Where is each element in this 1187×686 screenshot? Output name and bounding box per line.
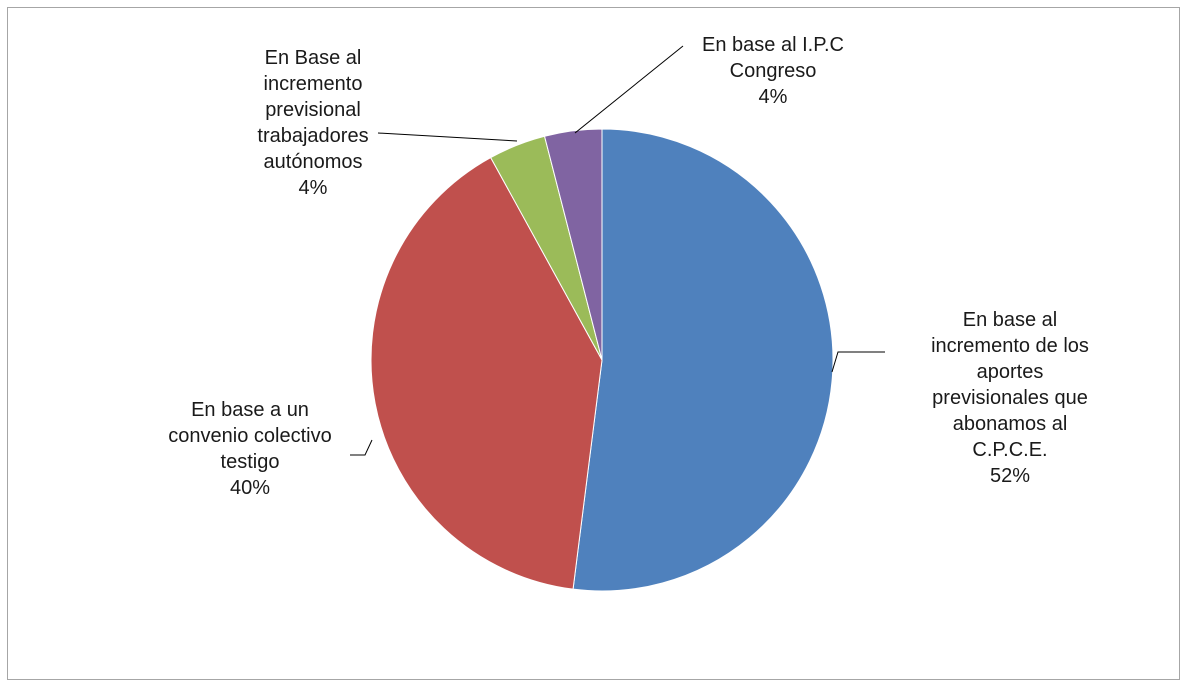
- pie-slice: [370, 156, 603, 590]
- slice-label: En base al incremento de los aportes pre…: [931, 309, 1089, 461]
- pie-slice: [543, 128, 603, 361]
- slice-label: En Base al incremento previsional trabaj…: [257, 47, 369, 173]
- slice-value-label: 4%: [298, 177, 328, 199]
- slice-value-label: 40%: [229, 477, 271, 499]
- slice-value-label: 52%: [989, 465, 1031, 487]
- leader-line: [350, 439, 373, 456]
- leader-line: [831, 351, 885, 373]
- slice-label: En base al I.P.C Congreso: [702, 34, 844, 82]
- leader-line: [377, 132, 518, 142]
- slice-label: En base a un convenio colectivo testigo: [168, 399, 332, 473]
- pie-slice: [572, 128, 834, 592]
- leader-line: [574, 45, 684, 134]
- slice-value-label: 4%: [758, 86, 788, 108]
